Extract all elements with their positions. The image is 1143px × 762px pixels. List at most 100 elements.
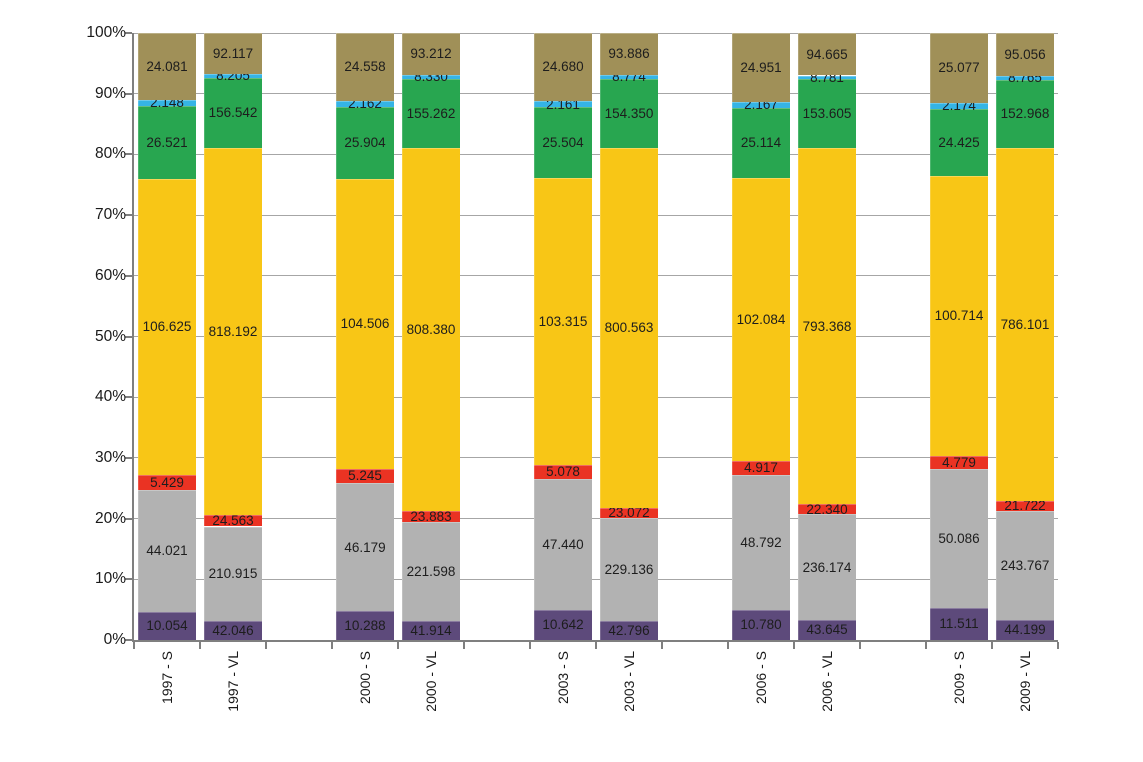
bar-segment-olive: 24.081 [138,33,196,100]
bar-segment-red: 5.078 [534,464,592,479]
x-axis-tick [331,642,333,649]
value-label: 786.101 [1000,316,1050,332]
bar-segment-green: 156.542 [204,78,262,149]
x-axis-tick [595,642,597,649]
value-label: 106.625 [142,319,192,335]
bar-segment-olive: 24.558 [336,33,394,102]
y-axis-label: 60% [94,266,126,284]
bar-segment-gray: 46.179 [336,483,394,612]
bar-segment-red: 5.429 [138,475,196,491]
x-axis-label: 2009 - VL [1017,651,1033,712]
x-axis-tick [727,642,729,649]
y-axis-label: 90% [94,84,126,102]
bar-segment-light-blue: 8.774 [600,70,658,83]
x-axis-label: 2003 - S [555,651,571,704]
value-label: 44.021 [146,543,188,559]
y-axis-label: 0% [103,631,126,648]
bar-segment-purple: 10.642 [534,610,592,640]
bar-segment-yellow: 106.625 [138,179,196,475]
x-axis-tick [991,642,993,649]
bar-segment-yellow: 786.101 [996,148,1054,502]
value-label: 243.767 [1000,557,1050,573]
value-label: 24.563 [212,513,254,529]
gridline [134,153,1058,155]
bar-segment-green: 152.968 [996,79,1054,149]
bar-segment-red: 24.563 [204,513,262,529]
bar-segment-red: 4.917 [732,461,790,475]
value-label: 10.780 [740,617,782,633]
bar-segment-green: 25.504 [534,107,592,179]
bar-segment-green: 25.904 [336,107,394,179]
bar-segment-yellow: 103.315 [534,178,592,465]
value-label: 25.504 [542,135,584,151]
bar-segment-yellow: 818.192 [204,148,262,516]
bar-segment-purple: 10.780 [732,610,790,640]
value-label: 24.558 [344,59,386,75]
y-axis-label: 50% [94,327,126,345]
value-label: 800.563 [604,320,654,336]
x-axis-line [132,640,1058,642]
value-label: 92.117 [212,45,254,61]
y-axis-tick [125,274,132,277]
bar-segment-green: 24.425 [930,108,988,177]
bar-segment-yellow: 793.368 [798,148,856,505]
value-label: 93.886 [608,46,650,62]
x-axis-label: 1997 - S [159,651,175,704]
x-axis-tick [793,642,795,649]
y-axis-tick [125,517,132,520]
value-label: 42.046 [212,622,254,638]
bar-segment-gray: 221.598 [402,521,460,622]
value-label: 818.192 [208,324,258,340]
x-axis-tick [1057,642,1059,649]
value-label: 156.542 [208,105,258,121]
value-label: 24.680 [542,59,584,75]
bar-segment-olive: 94.665 [798,33,856,76]
x-axis-tick [661,642,663,649]
gridline [134,396,1058,398]
gridline [134,93,1058,95]
bar-segment-olive: 24.680 [534,33,592,102]
y-axis-label: 80% [94,145,126,163]
bar-2003 - VL: 42.796 229.136 23.072 800.563 154.350 8.774 93… [600,33,658,640]
gridline [134,457,1058,459]
value-label: 48.792 [740,534,782,550]
gridline [134,336,1058,337]
y-axis-label: 100% [86,24,126,41]
gridline [134,214,1058,216]
bar-segment-red: 21.722 [996,499,1054,512]
value-label: 10.288 [344,617,386,633]
value-label: 103.315 [538,313,588,329]
y-axis-tick [125,153,132,156]
value-label: 44.199 [1004,622,1046,638]
bar-segment-yellow: 104.506 [336,178,394,469]
value-label: 152.968 [1000,106,1050,122]
y-axis-tick [125,578,132,581]
value-label: 229.136 [604,561,654,577]
y-axis-label: 10% [94,570,126,588]
bar-segment-light-blue: 8.781 [798,71,856,84]
bar-segment-green: 155.262 [402,78,460,149]
bar-segment-olive: 24.951 [732,33,790,103]
bar-segment-red: 4.779 [930,454,988,470]
y-axis-tick [125,396,132,399]
value-label: 42.796 [608,622,650,638]
value-label: 4.779 [942,454,976,470]
y-axis-label: 20% [94,509,126,527]
bar-segment-light-blue: 8.765 [996,71,1054,84]
x-axis-label: 2009 - S [951,651,967,704]
bar-1997 - VL: 42.046 210.915 24.563 818.192 156.542 8.205 92… [204,33,262,640]
bar-segment-light-blue: 2.161 [534,98,592,111]
value-label: 11.511 [939,616,979,632]
value-label: 25.077 [938,60,980,76]
x-axis-tick [265,642,267,649]
y-axis-tick [125,32,132,34]
x-axis-label: 2003 - VL [621,651,637,712]
bar-segment-yellow: 102.084 [732,177,790,462]
bar-segment-yellow: 808.380 [402,148,460,512]
bar-segment-purple: 11.511 [930,608,988,640]
bar-segment-light-blue: 8.205 [204,69,262,82]
value-label: 94.665 [806,46,848,62]
value-label: 22.340 [806,501,848,517]
bar-segment-purple: 42.796 [600,620,658,640]
